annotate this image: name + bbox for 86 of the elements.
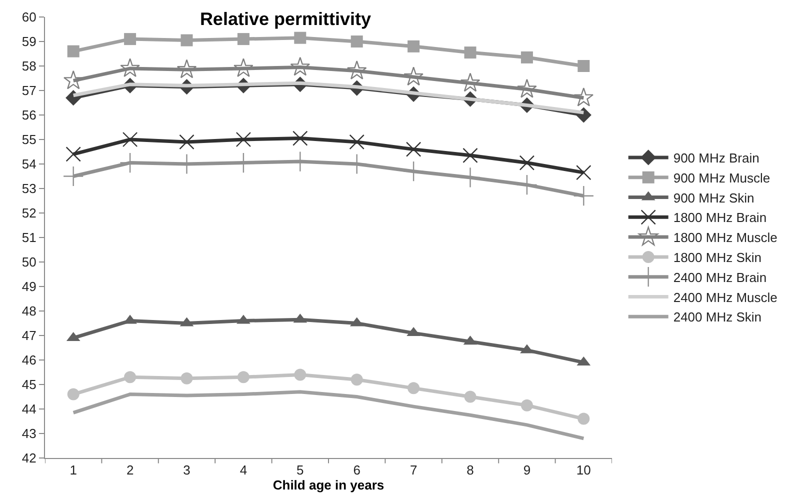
point xyxy=(519,155,535,170)
y-tick-label: 42 xyxy=(22,450,36,466)
y-tick-label: 59 xyxy=(22,34,36,50)
y-tick-label: 45 xyxy=(22,377,36,392)
x-tick-label: 9 xyxy=(523,462,531,478)
point xyxy=(290,56,310,76)
point xyxy=(520,51,533,64)
point xyxy=(122,132,138,148)
y-tick-label: 54 xyxy=(22,156,36,172)
legend-label: 900 MHz Brain xyxy=(673,150,760,166)
point xyxy=(404,66,424,86)
point xyxy=(574,87,594,106)
y-tick-label: 48 xyxy=(22,304,36,319)
point xyxy=(578,412,590,425)
point xyxy=(460,72,480,92)
point xyxy=(66,146,81,162)
point xyxy=(520,399,533,412)
point xyxy=(403,160,424,182)
x-tick-label: 7 xyxy=(410,462,418,478)
y-tick-label: 50 xyxy=(22,254,36,270)
point xyxy=(576,164,592,180)
line-series xyxy=(72,390,586,440)
point xyxy=(62,166,84,187)
legend-label: 900 MHz Skin xyxy=(673,190,754,206)
point xyxy=(408,382,420,394)
y-tick-label: 60 xyxy=(22,10,36,25)
point xyxy=(237,33,250,46)
point xyxy=(408,40,420,52)
point xyxy=(517,78,537,98)
x-axis-title: Child age in years xyxy=(272,478,384,493)
y-tick-label: 58 xyxy=(22,58,36,74)
x-tick-label: 4 xyxy=(240,462,248,478)
x-tick-label: 1 xyxy=(70,462,77,478)
point xyxy=(63,70,84,90)
point xyxy=(460,167,481,188)
point xyxy=(573,185,594,206)
x-tick-label: 10 xyxy=(576,462,591,478)
y-tick-label: 52 xyxy=(22,206,36,221)
legend-label: 2400 MHz Skin xyxy=(673,310,762,325)
x-tick-label: 8 xyxy=(466,462,474,478)
point xyxy=(179,134,194,150)
y-tick-label: 43 xyxy=(22,426,36,442)
point xyxy=(464,390,476,403)
point xyxy=(236,132,252,148)
legend-label: 2400 MHz Brain xyxy=(673,270,767,285)
x-tick-label: 3 xyxy=(183,462,190,478)
y-tick-label: 56 xyxy=(22,108,36,123)
y-tick-label: 55 xyxy=(22,132,36,148)
point xyxy=(346,60,367,80)
y-tick-label: 57 xyxy=(22,83,36,98)
point xyxy=(578,60,590,72)
legend-label: 2400 MHz Muscle xyxy=(673,290,778,305)
legend-label: 1800 MHz Skin xyxy=(673,250,762,266)
point xyxy=(350,374,363,386)
x-tick-label: 6 xyxy=(353,462,360,478)
y-tick-label: 46 xyxy=(22,352,36,368)
point xyxy=(464,46,476,59)
x-tick-label: 2 xyxy=(126,462,134,478)
point xyxy=(180,372,193,384)
point xyxy=(124,33,136,46)
x-tick-label: 5 xyxy=(296,462,304,478)
legend-label: 900 MHz Muscle xyxy=(673,170,770,186)
point xyxy=(292,130,308,146)
point xyxy=(294,368,306,381)
point xyxy=(180,34,193,46)
point xyxy=(406,142,422,157)
point xyxy=(67,45,80,58)
point xyxy=(176,59,197,78)
y-tick-label: 51 xyxy=(22,230,36,246)
point xyxy=(237,371,250,384)
point xyxy=(234,58,254,77)
point xyxy=(350,36,363,48)
y-tick-label: 53 xyxy=(22,181,36,196)
point xyxy=(349,134,364,150)
legend-label: 1800 MHz Muscle xyxy=(673,230,778,246)
point xyxy=(294,32,306,44)
point xyxy=(462,148,478,164)
y-tick-label: 44 xyxy=(22,402,36,417)
point xyxy=(516,174,538,196)
legend-label: 1800 MHz Brain xyxy=(673,210,767,226)
y-tick-label: 47 xyxy=(22,328,36,344)
point xyxy=(67,388,80,400)
y-tick-label: 49 xyxy=(22,279,36,294)
chart-title: Relative permittivity xyxy=(200,9,372,30)
point xyxy=(124,371,136,384)
point xyxy=(120,58,140,77)
